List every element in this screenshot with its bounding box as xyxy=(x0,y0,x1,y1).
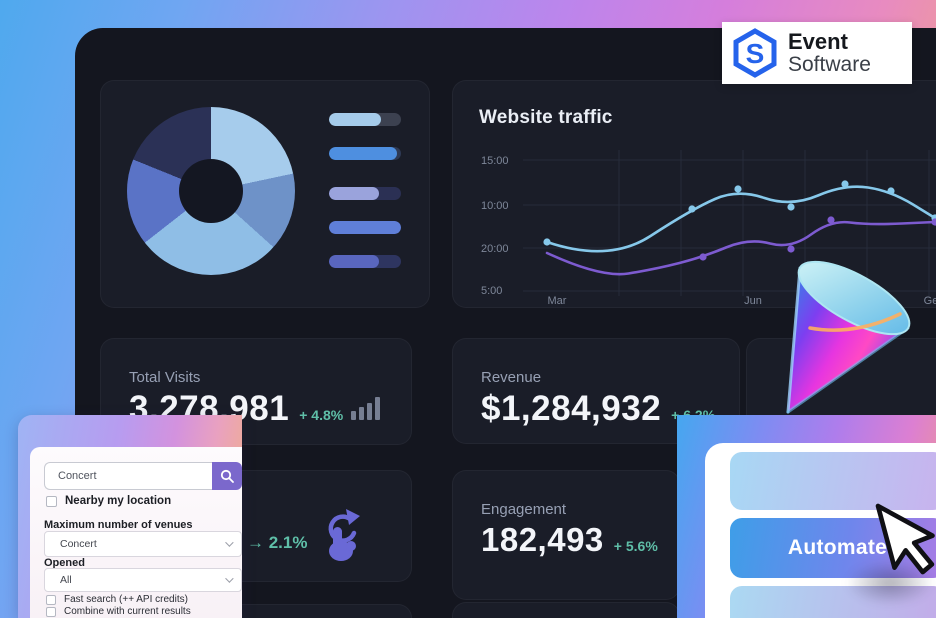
mouse-cursor-icon xyxy=(875,503,935,575)
svg-text:S: S xyxy=(746,38,765,69)
combine-checkbox-row[interactable]: Combine with current results xyxy=(46,606,191,617)
traffic-card-title: Website traffic xyxy=(479,107,613,128)
data-point-marker xyxy=(931,218,936,226)
fast-search-label: Fast search (++ API credits) xyxy=(64,594,188,605)
nearby-checkbox-row[interactable]: Nearby my location xyxy=(46,495,171,507)
combine-label: Combine with current results xyxy=(64,606,191,617)
legend-bar xyxy=(329,113,401,126)
data-point-marker xyxy=(787,245,795,253)
cone-3d-decoration xyxy=(786,260,911,414)
data-point-marker xyxy=(688,205,696,213)
search-button[interactable] xyxy=(212,462,242,490)
event-software-logo-icon: S xyxy=(733,28,777,78)
data-point-marker xyxy=(734,185,742,193)
donut-chart xyxy=(127,107,295,275)
data-point-marker xyxy=(699,253,707,261)
revenue-label: Revenue xyxy=(481,369,542,386)
data-point-marker xyxy=(827,216,835,224)
axis-tick: 15:00 xyxy=(481,155,509,167)
axis-tick: 10:00 xyxy=(481,200,509,212)
max-venues-label: Maximum number of venues xyxy=(44,519,193,531)
data-point-marker xyxy=(543,238,551,246)
card-stub-right xyxy=(452,602,680,618)
engagement-value: 182,493 xyxy=(481,521,604,558)
legend-bar xyxy=(329,255,401,268)
donut-legend xyxy=(329,113,401,268)
combine-checkbox[interactable] xyxy=(46,606,56,617)
engagement-card: Engagement 182,493 + 5.6% xyxy=(452,470,680,600)
total-visits-delta: + 4.8% xyxy=(299,407,344,423)
axis-tick: Jun xyxy=(744,295,762,306)
action-button-top[interactable] xyxy=(730,452,936,510)
legend-bar xyxy=(329,187,401,200)
nearby-checkbox[interactable] xyxy=(46,495,57,507)
axis-tick: Mar xyxy=(548,295,567,306)
gesture-delta: → 2.1% xyxy=(247,533,308,552)
opened-label: Opened xyxy=(44,557,85,569)
data-point-marker xyxy=(887,187,895,195)
max-venues-select[interactable]: Concert xyxy=(44,531,242,557)
axis-tick: 5:00 xyxy=(481,285,502,297)
max-venues-value: Concert xyxy=(60,538,97,550)
action-button-bottom[interactable] xyxy=(730,586,936,618)
swipe-gesture-icon xyxy=(328,509,360,561)
search-row xyxy=(44,462,242,490)
opened-value: All xyxy=(60,574,72,586)
axis-tick: Ge xyxy=(924,295,936,306)
chevron-down-icon xyxy=(225,574,234,583)
engagement-label: Engagement xyxy=(481,501,567,518)
search-icon xyxy=(220,469,234,483)
nearby-checkbox-label: Nearby my location xyxy=(65,495,172,507)
logo-card: S Event Software xyxy=(722,22,912,84)
donut-card xyxy=(100,80,430,308)
engagement-delta: + 5.6% xyxy=(613,538,658,554)
data-point-marker xyxy=(787,203,795,211)
axis-tick: 20:00 xyxy=(481,243,509,255)
logo-line1: Event xyxy=(788,29,848,55)
revenue-value: $1,284,932 xyxy=(481,389,662,428)
data-point-marker xyxy=(841,180,849,188)
total-visits-label: Total Visits xyxy=(129,369,201,386)
logo-line2: Software xyxy=(788,52,871,76)
legend-bar xyxy=(329,221,401,234)
fast-search-checkbox-row[interactable]: Fast search (++ API credits) xyxy=(46,594,188,605)
chevron-down-icon xyxy=(225,538,234,547)
bar-chart-icon xyxy=(351,397,380,420)
legend-bar xyxy=(329,147,401,160)
search-input[interactable] xyxy=(44,462,212,490)
opened-select[interactable]: All xyxy=(44,568,242,592)
fast-search-checkbox[interactable] xyxy=(46,594,56,605)
